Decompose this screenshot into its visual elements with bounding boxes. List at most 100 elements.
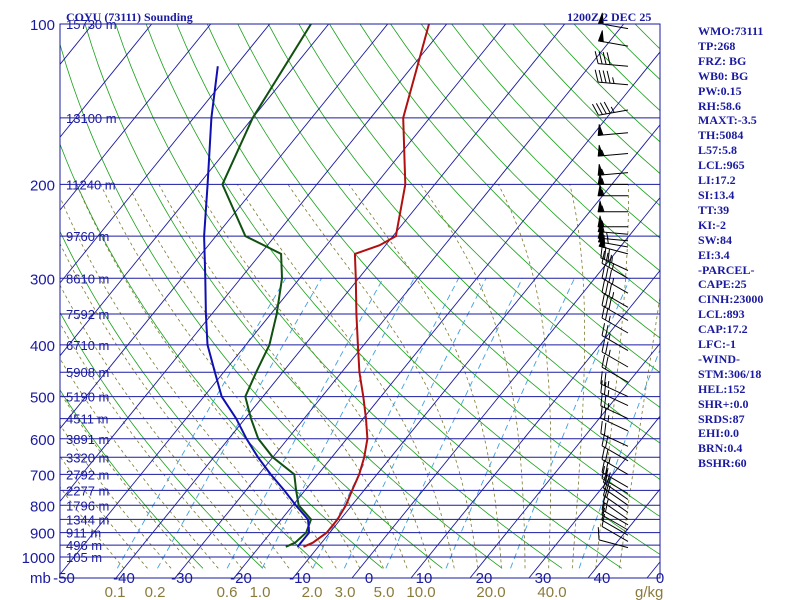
moist-adiabat xyxy=(60,357,219,569)
mixing-ratio-line xyxy=(261,278,415,569)
mixing-ratio-line xyxy=(445,278,575,569)
sounding-index: LCL:893 xyxy=(698,307,745,322)
pressure-label: 400 xyxy=(30,338,55,355)
pressure-label: 200 xyxy=(30,177,55,194)
wind-barb xyxy=(597,124,629,136)
moist-adiabat xyxy=(60,242,290,569)
sounding-time: 1200Z 2 DEC 25 xyxy=(567,10,651,24)
isotherm xyxy=(174,24,625,578)
height-label: 4511 m xyxy=(66,412,108,427)
height-label: 3891 m xyxy=(66,432,109,447)
mixing-ratio-line xyxy=(385,278,523,569)
moist-adiabat xyxy=(619,293,660,569)
wind-barb xyxy=(597,527,629,549)
wind-barb xyxy=(601,466,629,494)
wind-barb xyxy=(601,305,629,334)
isotherm xyxy=(60,24,271,284)
wind-barb xyxy=(600,420,629,447)
mixing-ratio-label: 20.0 xyxy=(476,584,505,600)
mixing-ratio-line xyxy=(226,278,384,569)
sounding-index: EI:3.4 xyxy=(698,247,730,262)
temperature-tick-label: 10 xyxy=(416,570,433,587)
dry-adiabat xyxy=(60,389,204,569)
moist-adiabat xyxy=(595,184,629,569)
wind-barb xyxy=(600,371,629,398)
sounding-index: SRDS:87 xyxy=(698,411,745,426)
height-label: 3320 m xyxy=(66,450,109,465)
moist-adiabat xyxy=(76,184,337,569)
wind-barb xyxy=(600,393,629,420)
sounding-index: LI:17.2 xyxy=(698,173,736,188)
moist-adiabat xyxy=(60,322,243,569)
sounding-index: KI:-2 xyxy=(698,217,726,232)
pressure-label: 1000 xyxy=(22,550,55,567)
height-label: 9760 m xyxy=(66,229,109,244)
moist-adiabat xyxy=(60,486,125,569)
mixing-ratio-label: 0.1 xyxy=(105,584,126,600)
temperature-tick-label: 40 xyxy=(594,570,611,587)
sounding-index: MAXT:-3.5 xyxy=(698,113,757,128)
mixing-ratio-unit: g/kg xyxy=(635,584,663,600)
dry-adiabat xyxy=(390,24,660,305)
height-label: 13100 m xyxy=(66,111,117,126)
sounding-index: STM:306/18 xyxy=(698,366,762,381)
wetbulb-profile xyxy=(203,66,311,548)
moist-adiabat xyxy=(100,184,361,569)
dry-adiabat xyxy=(145,24,623,569)
height-label: 15730 m xyxy=(66,17,117,32)
wind-barb xyxy=(600,405,629,432)
sounding-index: EHI:0.0 xyxy=(698,426,740,441)
dry-adiabat xyxy=(176,24,660,555)
wind-barb xyxy=(601,279,629,308)
wind-barbs xyxy=(591,12,629,549)
wind-barb xyxy=(591,101,629,116)
moist-adiabat xyxy=(60,196,314,569)
sounding-index: BSHR:60 xyxy=(698,456,747,471)
pressure-label: 800 xyxy=(30,498,55,515)
wind-barb xyxy=(597,173,628,185)
dry-adiabat xyxy=(420,24,660,272)
sounding-indices-list: WMO:73111 TP:268 FRZ: BG WB0: BG PW:0.15 RH:5… xyxy=(698,24,798,471)
isotherm xyxy=(115,24,566,578)
wind-barb xyxy=(597,215,628,228)
dry-adiabat xyxy=(298,24,660,408)
height-label: 5190 m xyxy=(66,390,109,405)
mixing-ratio-label: 3.0 xyxy=(335,584,356,600)
height-label: 8610 m xyxy=(66,271,109,286)
isotherm xyxy=(60,24,448,503)
mixing-ratio-label: 1.0 xyxy=(250,584,271,600)
temperature-profile xyxy=(303,24,430,548)
height-label: 5908 m xyxy=(66,365,109,380)
sounding-index: WB0: BG xyxy=(698,68,749,83)
height-label: 496 m xyxy=(66,538,102,553)
moist-adiabat xyxy=(569,184,585,569)
sounding-index: LFC:-1 xyxy=(698,337,736,352)
mixing-ratio-label: 10.0 xyxy=(406,584,435,600)
wind-barb xyxy=(597,30,629,47)
pressure-unit-label: mb xyxy=(30,570,51,587)
pressure-label: 300 xyxy=(30,271,55,288)
wind-barb xyxy=(597,184,628,197)
sounding-index: -WIND- xyxy=(698,351,740,366)
moist-adiabat xyxy=(236,184,455,569)
moist-adiabat xyxy=(194,184,432,569)
isotherm xyxy=(233,51,660,578)
moist-adiabat xyxy=(60,455,148,569)
pressure-label: 100 xyxy=(30,17,55,34)
pressure-label: 700 xyxy=(30,467,55,484)
wind-barb xyxy=(601,354,629,383)
height-label: 2792 m xyxy=(66,467,109,482)
height-label: 7592 m xyxy=(66,307,109,322)
temperature-tick-label: 0 xyxy=(365,570,373,587)
moist-adiabat xyxy=(60,391,195,569)
isotherm xyxy=(351,197,660,578)
moist-adiabat xyxy=(420,184,526,569)
pressure-label: 900 xyxy=(30,526,55,543)
sounding-index: FRZ: BG xyxy=(698,53,747,68)
dry-adiabat xyxy=(60,42,443,569)
diagram-grid xyxy=(60,24,660,578)
sounding-index: WMO:73111 xyxy=(698,24,764,38)
sounding-index: CAP:17.2 xyxy=(698,322,748,337)
isotherm xyxy=(292,124,660,578)
sounding-index: SW:84 xyxy=(698,232,733,247)
